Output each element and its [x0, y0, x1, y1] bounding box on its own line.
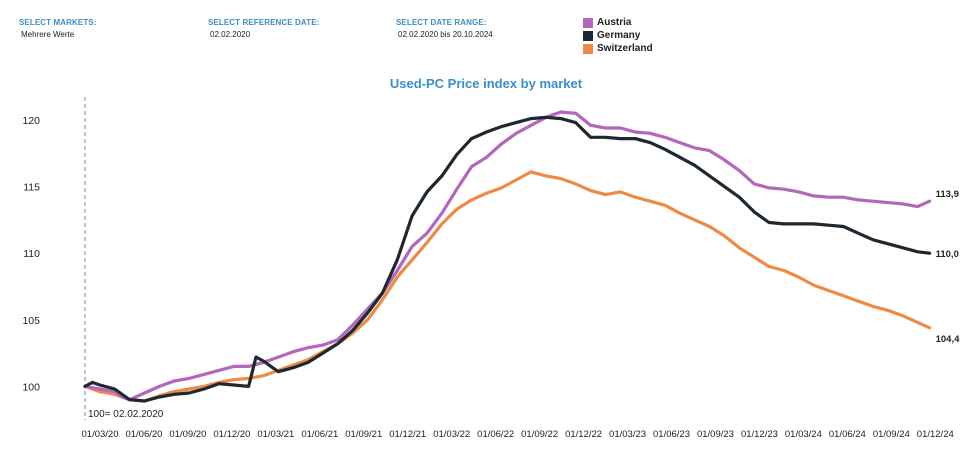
filter-date-range[interactable]: SELECT DATE RANGE: 02.02.2020 bis 20.10.… — [396, 18, 493, 39]
legend-swatch-switzerland — [583, 43, 593, 54]
end-value-switzerland: 104,4 — [936, 334, 960, 345]
filter-reference-date-value[interactable]: 02.02.2020 — [210, 30, 251, 39]
legend-swatch-germany — [583, 30, 593, 41]
x-tick-label: 01/03/22 — [433, 429, 470, 440]
legend-label-germany: Germany — [597, 30, 641, 41]
legend-label-switzerland: Switzerland — [597, 43, 653, 54]
y-tick-label: 120 — [22, 115, 40, 127]
filter-date-range-value[interactable]: 02.02.2020 bis 20.10.2024 — [398, 30, 493, 39]
filter-date-range-label: SELECT DATE RANGE: — [396, 18, 487, 27]
x-tick-label: 01/03/21 — [257, 429, 294, 440]
y-tick-label: 115 — [23, 182, 40, 194]
y-tick-label: 100 — [22, 381, 40, 393]
reference-line: 100= 02.02.2020 — [84, 97, 164, 420]
legend-label-austria: Austria — [597, 17, 632, 28]
y-tick-label: 105 — [22, 315, 40, 327]
end-value-germany: 110,0 — [936, 249, 959, 260]
x-tick-label: 01/09/21 — [345, 429, 382, 440]
series-line-switzerland[interactable] — [83, 170, 932, 403]
x-tick-label: 01/06/24 — [829, 429, 866, 440]
filter-markets[interactable]: SELECT MARKETS: Mehrere Werte — [19, 18, 97, 39]
reference-label: 100= 02.02.2020 — [88, 409, 164, 420]
x-tick-label: 01/03/23 — [609, 429, 646, 440]
filter-markets-label: SELECT MARKETS: — [19, 18, 97, 27]
x-tick-label: 01/12/23 — [741, 429, 778, 440]
x-tick-label: 01/12/20 — [213, 429, 250, 440]
chart-legend: Austria Germany Switzerland — [583, 16, 653, 55]
legend-item-switzerland[interactable]: Switzerland — [583, 42, 653, 55]
x-tick-label: 01/12/21 — [389, 429, 426, 440]
y-axis: 100 105 110 115 120 — [22, 115, 40, 393]
x-tick-label: 01/09/20 — [169, 429, 206, 440]
x-tick-label: 01/09/24 — [873, 429, 910, 440]
series-line-austria[interactable] — [83, 110, 932, 402]
filter-markets-value[interactable]: Mehrere Werte — [21, 30, 75, 39]
chart-title: Used-PC Price index by market — [390, 76, 583, 91]
series-group — [83, 110, 932, 403]
end-labels: 113,9 110,0 104,4 — [936, 189, 960, 345]
x-tick-label: 01/03/20 — [82, 429, 119, 440]
x-tick-label: 01/06/22 — [477, 429, 514, 440]
x-axis: 01/03/20 01/06/20 01/09/20 01/12/20 01/03/21… — [82, 429, 954, 440]
x-tick-label: 01/09/22 — [521, 429, 558, 440]
x-tick-label: 01/03/24 — [785, 429, 822, 440]
x-tick-label: 01/12/24 — [917, 429, 954, 440]
x-tick-label: 01/06/20 — [125, 429, 162, 440]
x-tick-label: 01/12/22 — [565, 429, 602, 440]
legend-item-austria[interactable]: Austria — [583, 16, 653, 29]
filter-reference-date[interactable]: SELECT REFERENCE DATE: 02.02.2020 — [208, 18, 319, 39]
filter-reference-date-label: SELECT REFERENCE DATE: — [208, 18, 320, 27]
x-tick-label: 01/09/23 — [697, 429, 734, 440]
legend-swatch-austria — [583, 17, 593, 28]
series-line-germany[interactable] — [83, 115, 932, 403]
y-tick-label: 110 — [23, 248, 40, 260]
x-tick-label: 01/06/23 — [653, 429, 690, 440]
end-value-austria: 113,9 — [936, 189, 959, 200]
legend-item-germany[interactable]: Germany — [583, 29, 653, 42]
x-tick-label: 01/06/21 — [301, 429, 338, 440]
